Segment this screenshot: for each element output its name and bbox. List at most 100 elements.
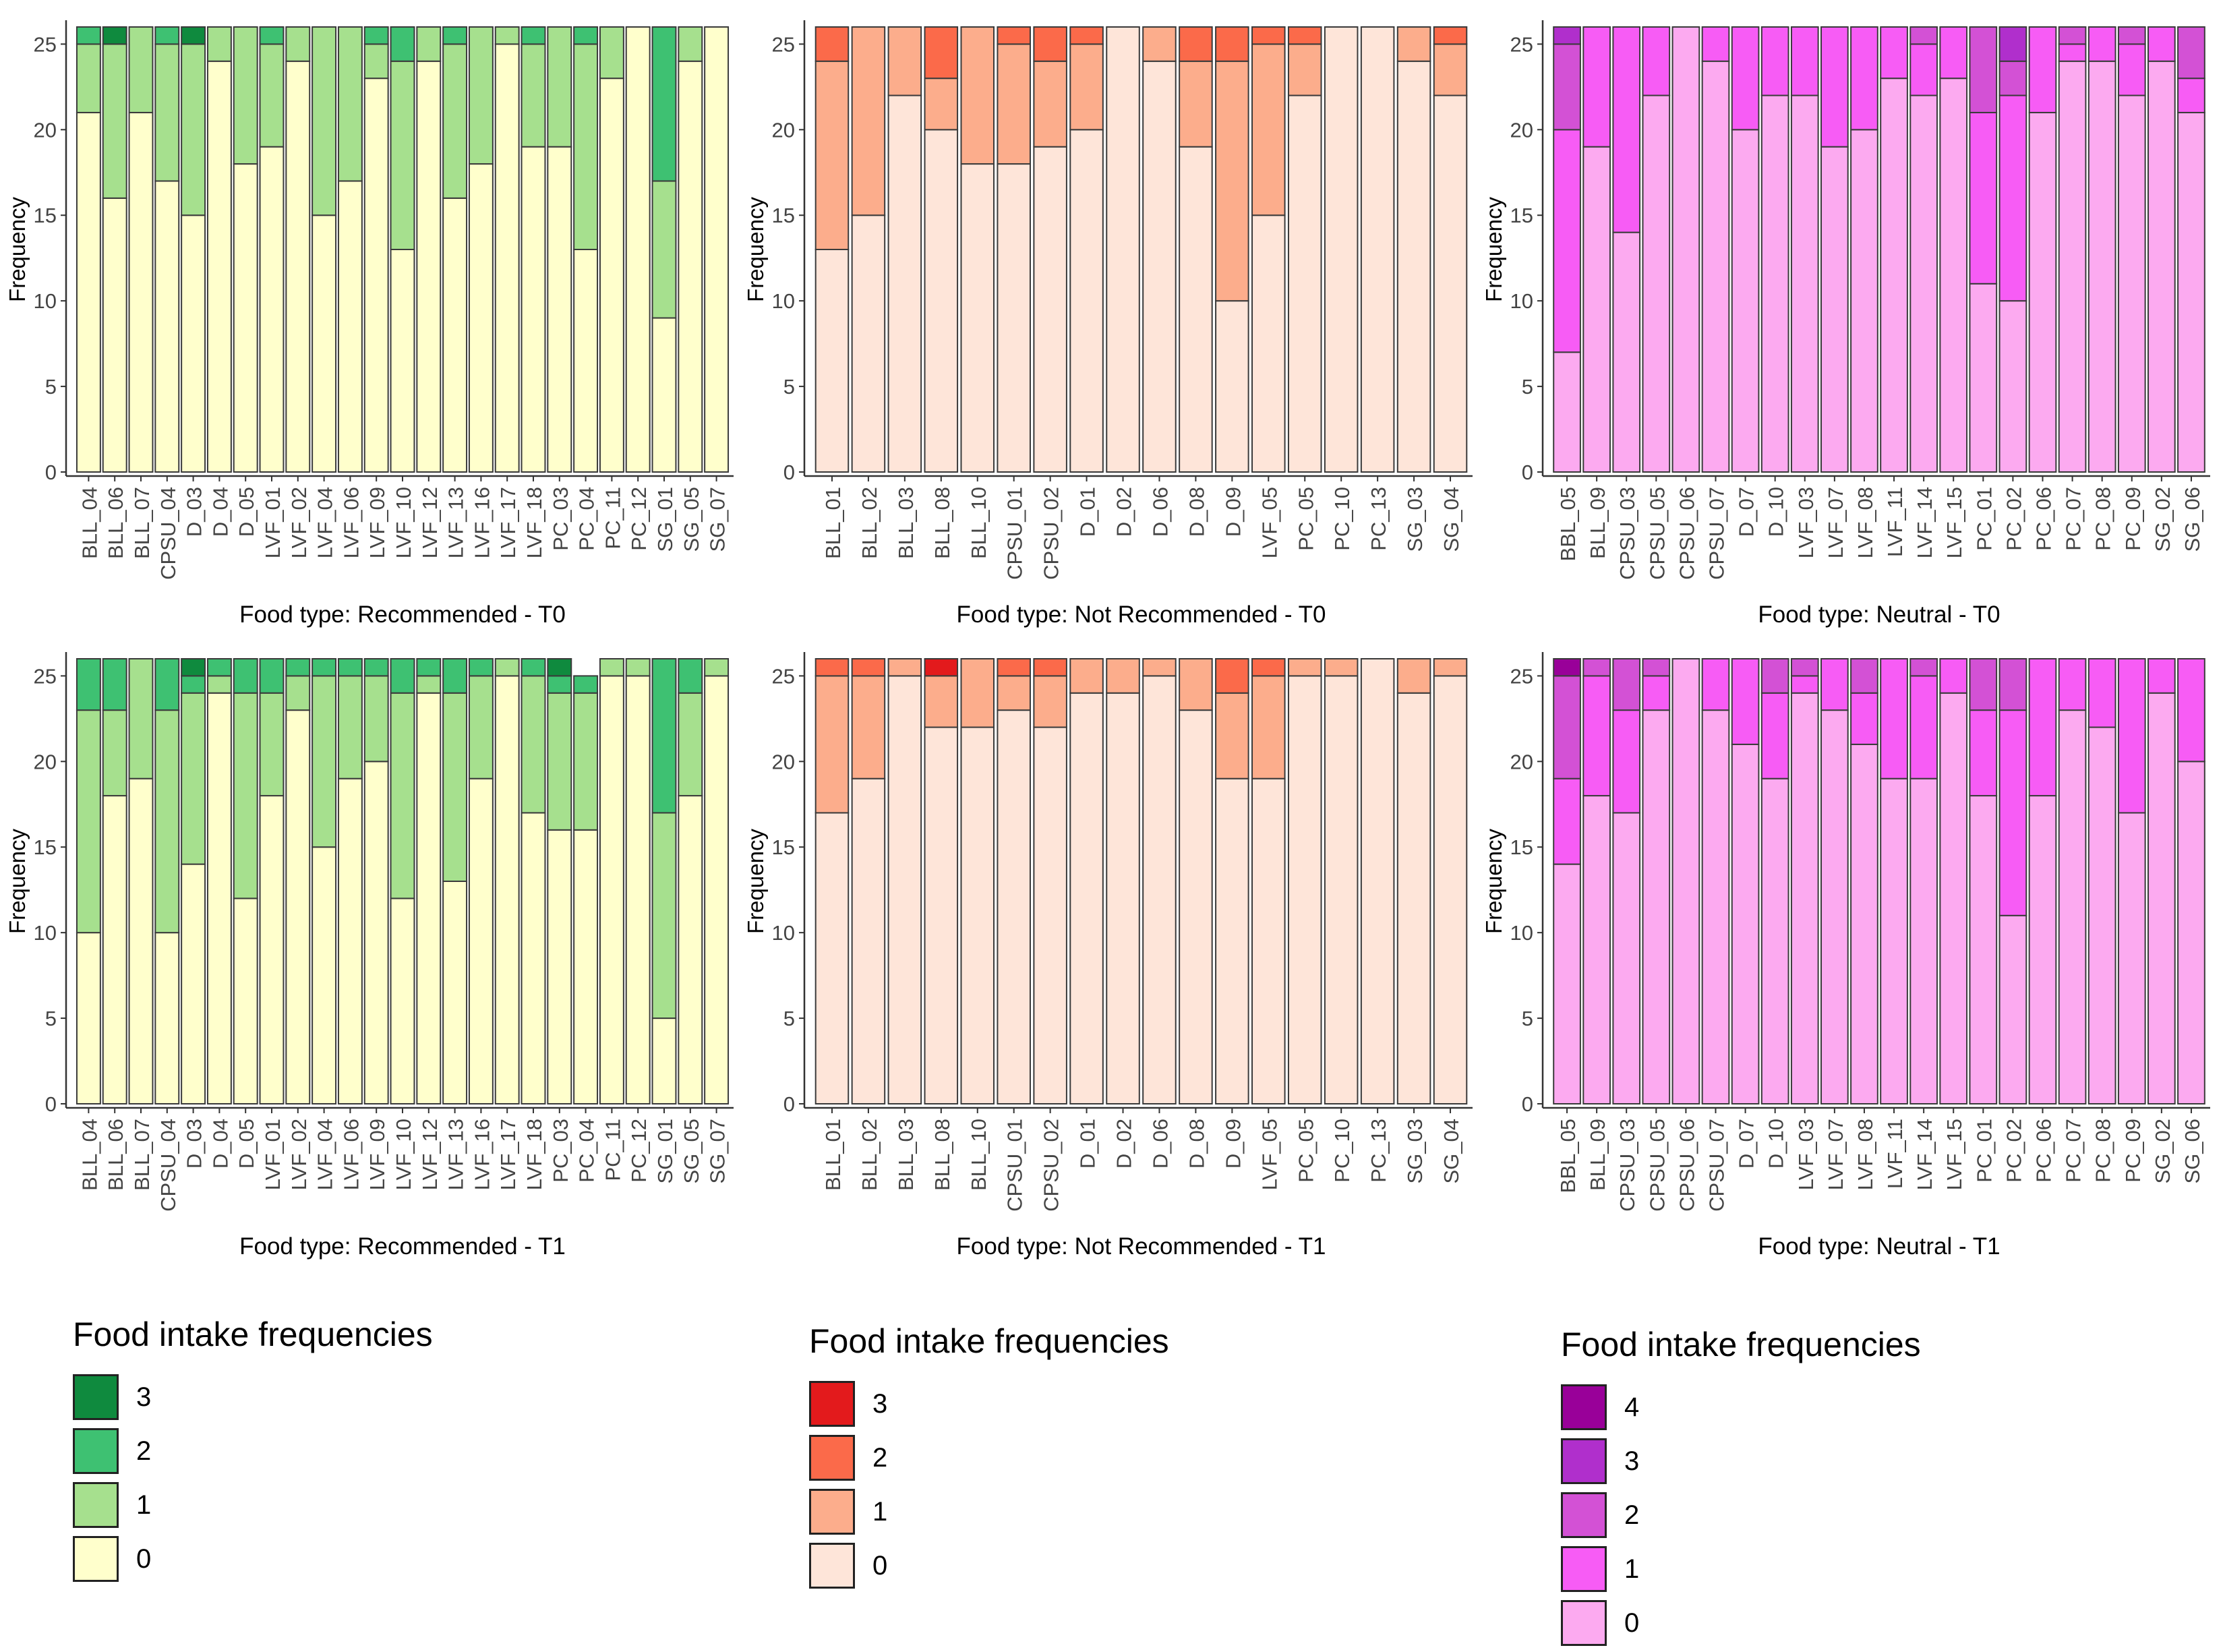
bar-segment xyxy=(312,214,337,473)
bar-segment xyxy=(1251,26,1286,45)
bar-segment xyxy=(924,675,959,728)
bar-segment xyxy=(390,60,415,251)
x-tick-label: LVF_14 xyxy=(1913,487,1936,558)
x-tick-label: LVF_08 xyxy=(1854,487,1877,558)
bar-segment xyxy=(1642,675,1671,711)
bar-segment xyxy=(678,26,703,62)
bar-segment xyxy=(206,658,232,677)
bar-segment xyxy=(1069,129,1104,473)
bar-segment xyxy=(1287,43,1322,96)
bar-segment xyxy=(1553,675,1581,779)
bar-segment xyxy=(181,675,206,694)
x-tick-label: LVF_18 xyxy=(523,487,546,558)
x-tick-label: D_10 xyxy=(1765,487,1788,537)
x-tick-label: SG_06 xyxy=(2181,1119,2204,1184)
x-tick-label: BBL_05 xyxy=(1556,1119,1580,1193)
x-tick-label: BLL_04 xyxy=(78,1119,101,1191)
x-tick-label: PC_05 xyxy=(1294,487,1317,551)
x-tick-label: D_08 xyxy=(1185,487,1208,537)
bar-segment xyxy=(997,709,1031,1104)
y-tick-label: 15 xyxy=(34,835,57,859)
bar-segment xyxy=(1939,692,1968,1105)
bar-segment xyxy=(2147,60,2176,473)
x-tick-label: D_05 xyxy=(235,487,258,537)
x-tick-label: PC_03 xyxy=(549,487,572,551)
x-axis-label: Food type: Not Recommended - T1 xyxy=(957,1233,1326,1260)
bar-segment xyxy=(233,897,258,1105)
x-tick-label: LVF_10 xyxy=(392,487,415,558)
bar-segment xyxy=(887,26,922,96)
bar-segment xyxy=(494,675,520,1104)
x-tick-label: PC_07 xyxy=(2062,1119,2085,1183)
bar-segment xyxy=(102,795,127,1104)
x-tick-label: PC_01 xyxy=(1972,1119,1996,1183)
x-tick-label: LVF_13 xyxy=(444,1119,468,1190)
bar-segment xyxy=(1582,26,1611,148)
bar-segment xyxy=(625,675,651,1104)
bar-segment xyxy=(521,658,546,677)
bar-segment xyxy=(1215,300,1249,473)
bar-segment xyxy=(416,675,442,694)
bar-segment xyxy=(337,777,363,1104)
bar-segment xyxy=(337,26,363,182)
x-tick-label: SG_03 xyxy=(1403,487,1427,552)
bar-segment xyxy=(233,26,258,165)
bar-segment xyxy=(2177,26,2205,80)
bar-segment xyxy=(1553,43,1581,131)
y-tick-label: 5 xyxy=(783,375,795,399)
x-tick-label: PC_07 xyxy=(2062,487,2085,551)
bar-segment xyxy=(1287,658,1322,677)
bar-segment xyxy=(521,43,546,148)
y-tick-label: 5 xyxy=(45,375,57,399)
bar-segment xyxy=(102,658,127,711)
bar-segment xyxy=(468,675,494,779)
bar-segment xyxy=(1909,658,1938,677)
chart-panel-neutral_t1: BBL_05 BLL_09 CPSU_03 CPSU_05 CPSU_06 CPSU_07… xyxy=(1481,652,2210,1260)
x-tick-label: LVF_17 xyxy=(496,487,520,558)
bar-segment xyxy=(76,709,101,934)
x-tick-label: D_08 xyxy=(1185,1119,1208,1169)
bar-segment xyxy=(1287,675,1322,1104)
legend-swatch xyxy=(73,1428,119,1474)
bar-segment xyxy=(442,43,468,199)
legend-item: 2 xyxy=(73,1424,433,1478)
bar-segment xyxy=(285,26,311,62)
bar-segment xyxy=(651,180,677,319)
bar-segment xyxy=(1033,26,1067,62)
bar-segment xyxy=(2028,795,2057,1104)
x-axis-label: Food type: Neutral - T1 xyxy=(1758,1233,2000,1260)
bar-segment xyxy=(887,675,922,1104)
bar-segment xyxy=(1106,692,1140,1105)
bar-segment xyxy=(1033,60,1067,148)
y-tick-label: 10 xyxy=(772,289,795,313)
x-tick-label: BLL_01 xyxy=(821,487,845,559)
bar-segment xyxy=(1731,26,1760,131)
x-tick-label: LVF_03 xyxy=(1794,487,1818,558)
bar-segment xyxy=(678,658,703,694)
bar-segment xyxy=(1033,675,1067,728)
bar-segment xyxy=(363,78,389,473)
bar-segment xyxy=(494,26,520,45)
x-tick-label: SG_02 xyxy=(2151,1119,2174,1184)
x-tick-label: SG_05 xyxy=(680,1119,703,1184)
bar-segment xyxy=(521,146,546,473)
chart-panel-not_recommended_t0: BLL_01 BLL_02 BLL_03 BLL_08 BLL_10 CPSU_01 CPS… xyxy=(743,20,1473,628)
bar-segment xyxy=(887,94,922,473)
bar-segment xyxy=(1760,777,1789,1104)
x-tick-label: BLL_08 xyxy=(930,487,954,559)
x-tick-label: SG_07 xyxy=(706,1119,730,1184)
bar-segment xyxy=(1612,709,1641,814)
bar-segment xyxy=(1790,26,1819,96)
bar-segment xyxy=(259,795,285,1104)
legend-swatch xyxy=(1561,1438,1607,1484)
bar-segment xyxy=(416,658,442,677)
x-tick-label: PC_03 xyxy=(549,1119,572,1183)
bar-segment xyxy=(1671,658,1700,1104)
legend-swatch xyxy=(1561,1600,1607,1646)
x-tick-label: D_04 xyxy=(208,1119,232,1169)
bar-segment xyxy=(1909,26,1938,45)
y-tick-label: 20 xyxy=(1510,750,1533,773)
bar-segment xyxy=(1760,692,1789,779)
bar-segment xyxy=(547,829,572,1105)
bar-segment xyxy=(704,658,730,677)
